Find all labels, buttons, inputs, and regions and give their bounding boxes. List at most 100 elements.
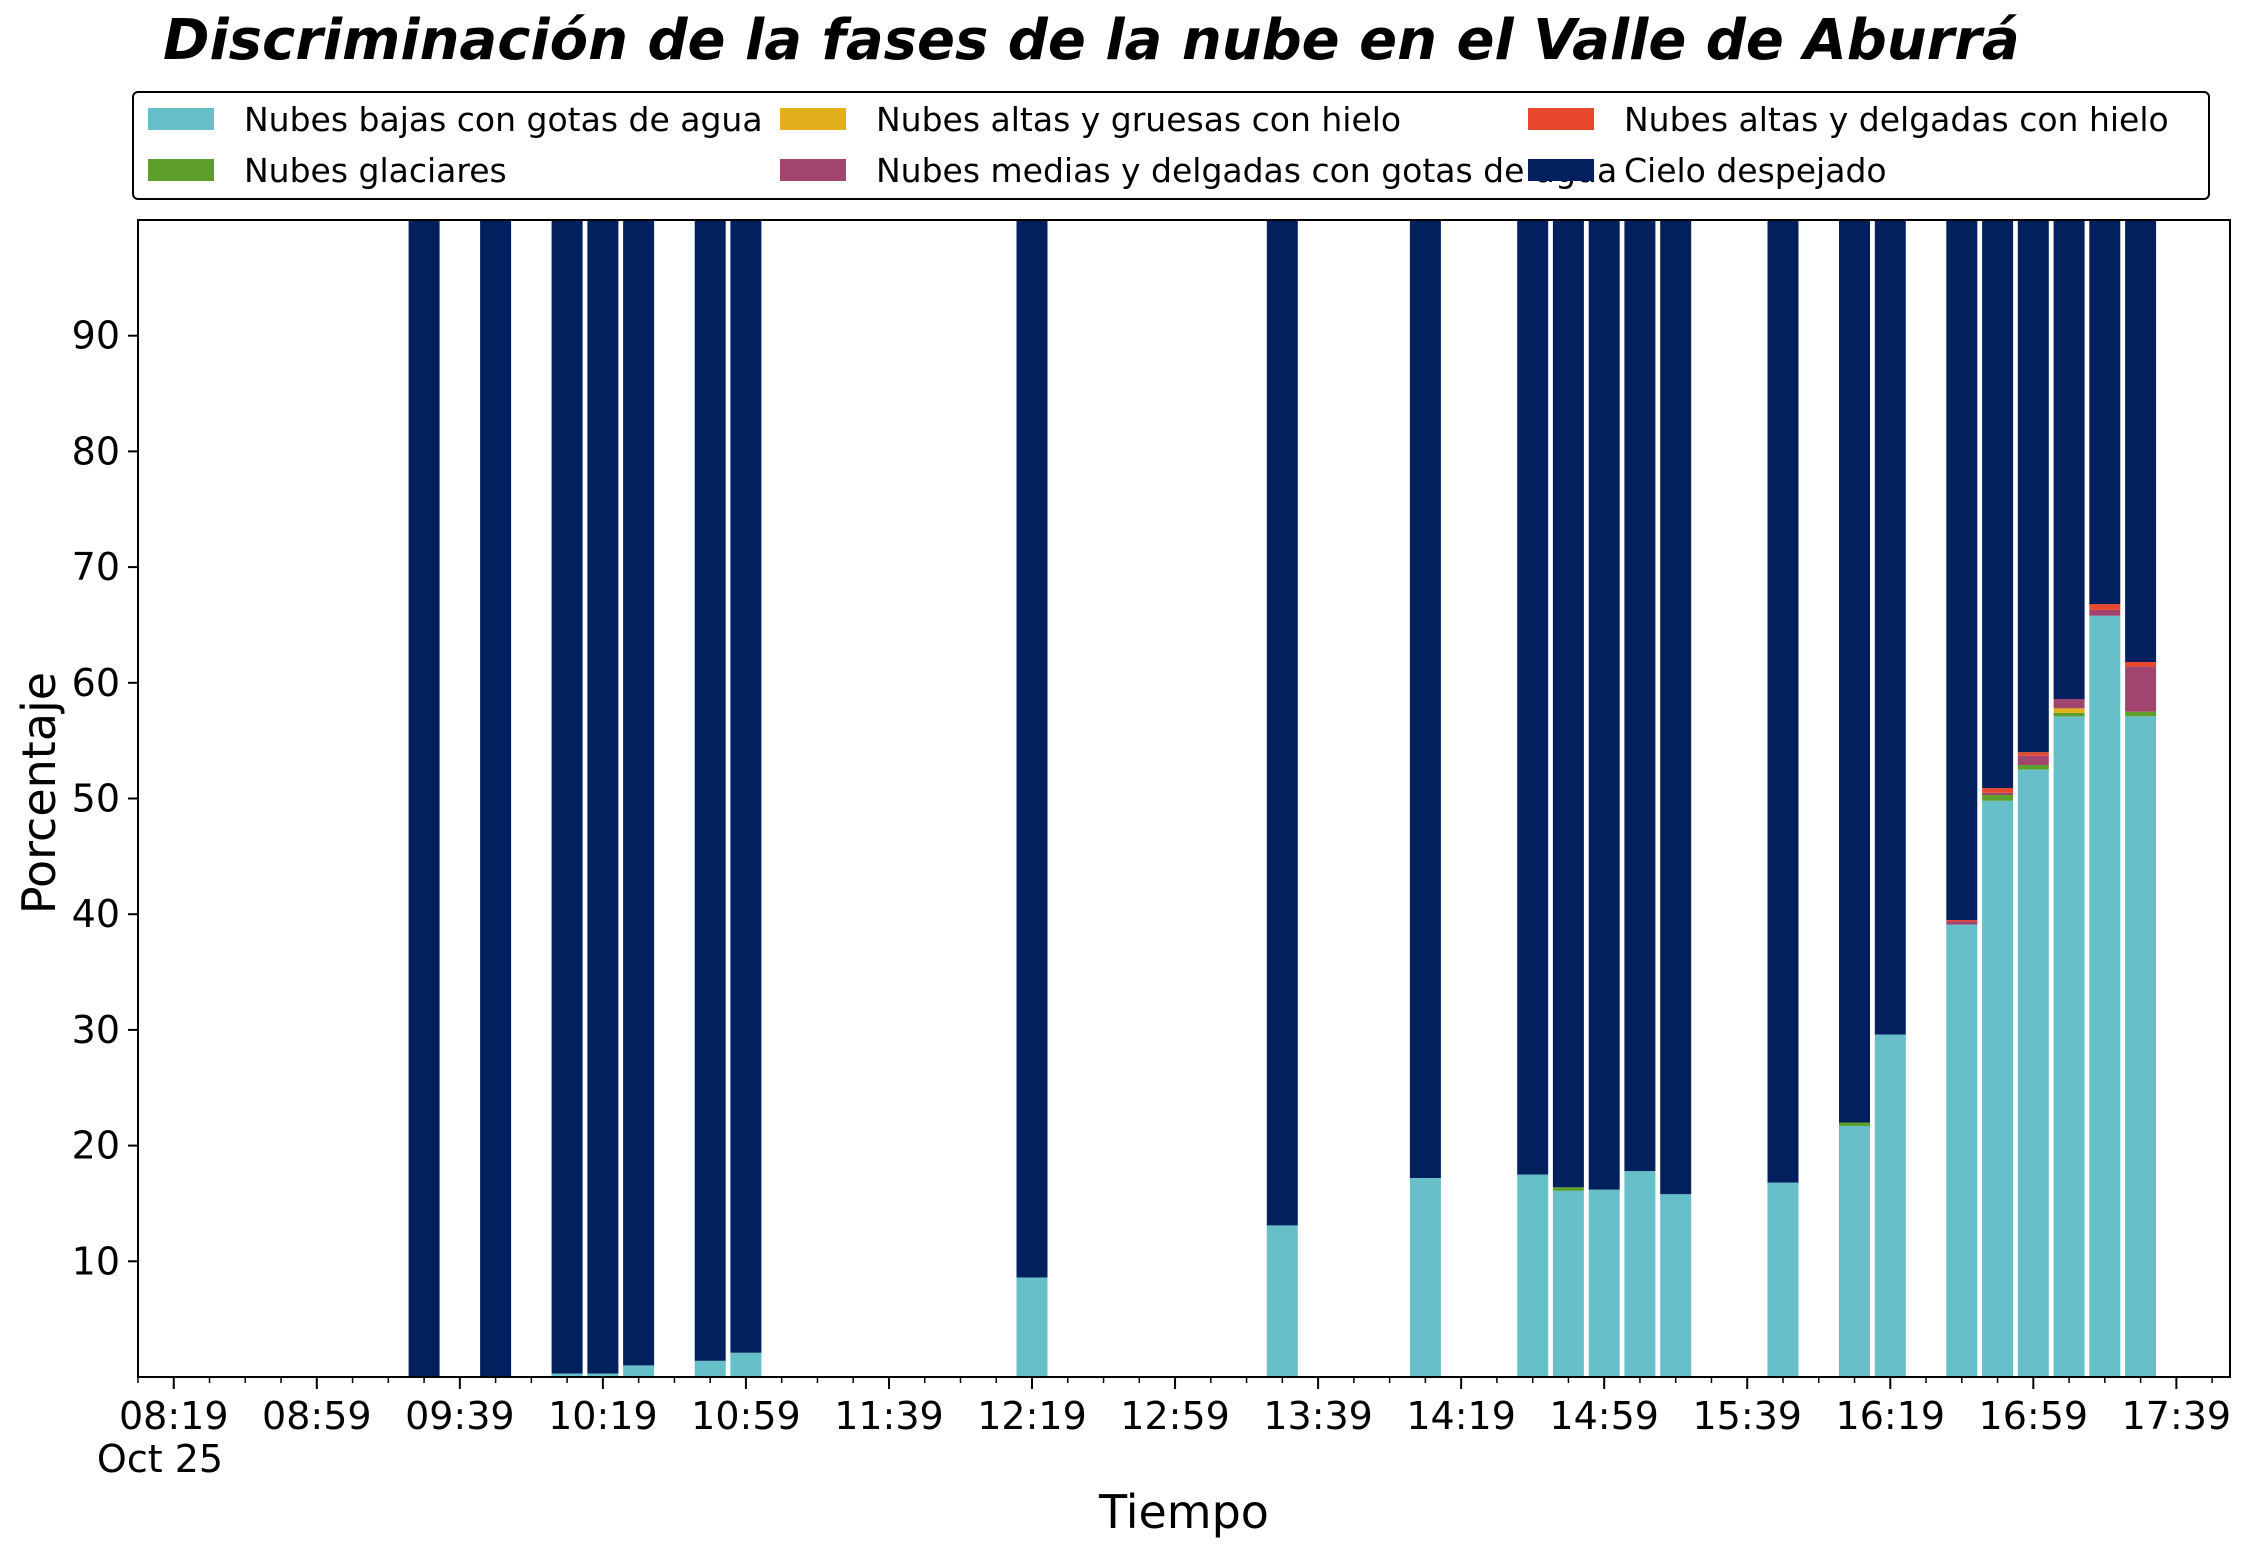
bar-segment — [1588, 220, 1620, 1190]
bar-segment — [623, 1365, 655, 1377]
bar-segment — [1266, 1225, 1298, 1377]
bar-segment — [2125, 662, 2157, 667]
y-tick-label: 90 — [72, 314, 120, 358]
bar-segment — [1660, 220, 1692, 1195]
bar-segment — [2053, 708, 2085, 713]
bar-segment — [1982, 788, 2014, 793]
bar-segment — [1946, 220, 1978, 920]
x-tick-label: 15:39 — [1692, 1394, 1802, 1438]
bar-segment — [1839, 1125, 1870, 1377]
bars-layer — [408, 220, 2157, 1377]
x-tick-label: 16:59 — [1979, 1394, 2089, 1438]
legend-item: Nubes glaciares — [148, 148, 507, 192]
bar-segment — [623, 220, 655, 1366]
x-axis-date-label: Oct 25 — [97, 1437, 223, 1481]
bar-segment — [2053, 699, 2085, 709]
bar-segment — [1982, 792, 2014, 795]
x-tick-label: 09:39 — [405, 1394, 515, 1438]
y-tick-label: 30 — [72, 1008, 120, 1052]
bar-segment — [2017, 764, 2049, 770]
bar-segment — [1982, 800, 2014, 1377]
bar-segment — [1517, 220, 1549, 1175]
x-tick-label: 08:19 — [119, 1394, 229, 1438]
bar-segment — [587, 1373, 619, 1377]
bar-segment — [1982, 795, 2014, 801]
legend-item: Nubes medias y delgadas con gotas de agu… — [780, 148, 1617, 192]
bar-segment — [2017, 755, 2049, 765]
legend-label: Cielo despejado — [1624, 150, 1887, 190]
y-tick-label: 10 — [72, 1239, 120, 1283]
bar-segment — [2089, 609, 2121, 616]
legend-item: Nubes bajas con gotas de agua — [148, 97, 763, 141]
legend-label: Nubes bajas con gotas de agua — [244, 99, 763, 139]
bar-segment — [2053, 712, 2085, 717]
bar-segment — [730, 220, 762, 1353]
bar-segment — [1767, 1182, 1799, 1377]
bar-segment — [1624, 1171, 1656, 1377]
bar-segment — [2053, 220, 2085, 699]
x-tick-label: 11:39 — [834, 1394, 944, 1438]
bar-segment — [1839, 220, 1870, 1123]
legend-swatch — [148, 159, 214, 181]
bar-segment — [1839, 1122, 1870, 1126]
bar-segment — [694, 1360, 726, 1377]
bar-segment — [730, 1352, 762, 1377]
bar-segment — [1409, 220, 1441, 1178]
y-tick-label: 20 — [72, 1124, 120, 1168]
x-tick-label: 16:19 — [1836, 1394, 1946, 1438]
legend-swatch — [1528, 159, 1594, 181]
x-tick-label: 10:19 — [548, 1394, 658, 1438]
bar-segment — [551, 1373, 583, 1377]
bar-segment — [1588, 1189, 1620, 1377]
bar-segment — [1409, 1178, 1441, 1377]
bar-segment — [1552, 1190, 1584, 1377]
bar-segment — [2053, 716, 2085, 1377]
bar-segment — [2017, 752, 2049, 756]
bar-segment — [2089, 604, 2121, 610]
bar-segment — [1552, 1187, 1584, 1191]
x-tick-label: 10:59 — [691, 1394, 801, 1438]
legend-item: Nubes altas y gruesas con hielo — [780, 97, 1401, 141]
bar-segment — [2125, 711, 2157, 717]
bar-segment — [1660, 1194, 1692, 1377]
y-tick-label: 50 — [72, 777, 120, 821]
bar-segment — [2017, 769, 2049, 1377]
plot-frame — [137, 219, 2231, 1378]
legend-swatch — [780, 159, 846, 181]
x-tick-label: 14:59 — [1549, 1394, 1659, 1438]
chart-title: Discriminación de la fases de la nube en… — [163, 8, 2020, 73]
y-axis: 10 20 30 40 50 60 70 80 90 — [72, 314, 138, 1283]
bar-segment — [587, 220, 619, 1374]
x-tick-label: 14:19 — [1406, 1394, 1516, 1438]
x-tick-label: 08:59 — [262, 1394, 372, 1438]
bar-segment — [1767, 220, 1799, 1183]
bar-segment — [1266, 220, 1298, 1226]
bar-segment — [1517, 1174, 1549, 1377]
legend-label: Nubes glaciares — [244, 150, 507, 190]
x-tick-label: 12:59 — [1120, 1394, 1230, 1438]
y-tick-label: 40 — [72, 892, 120, 936]
bar-segment — [1874, 1034, 1906, 1377]
bar-segment — [1624, 220, 1656, 1172]
bar-segment — [2089, 220, 2121, 605]
bar-segment — [2089, 615, 2121, 1377]
bar-segment — [1946, 924, 1978, 1377]
y-axis-label: Porcentaje — [12, 672, 66, 914]
legend-swatch — [780, 108, 846, 130]
legend-swatch — [148, 108, 214, 130]
x-tick-label: 17:39 — [2122, 1394, 2232, 1438]
bar-segment — [1016, 220, 1048, 1278]
legend-item: Nubes altas y delgadas con hielo — [1528, 97, 2169, 141]
x-axis-label: Tiempo — [1098, 1485, 1269, 1539]
y-tick-label: 70 — [72, 545, 120, 589]
bar-segment — [1946, 921, 1978, 925]
legend-label: Nubes altas y gruesas con hielo — [876, 99, 1402, 139]
x-tick-label: 13:39 — [1263, 1394, 1373, 1438]
bar-segment — [480, 220, 512, 1377]
bar-segment — [2125, 220, 2157, 662]
bar-segment — [1946, 920, 1978, 922]
x-axis: 08:19 08:59 09:39 10:19 10:59 11:39 12:19 12:59… — [119, 1377, 2231, 1438]
legend-swatch — [1528, 108, 1594, 130]
bar-segment — [1874, 220, 1906, 1035]
